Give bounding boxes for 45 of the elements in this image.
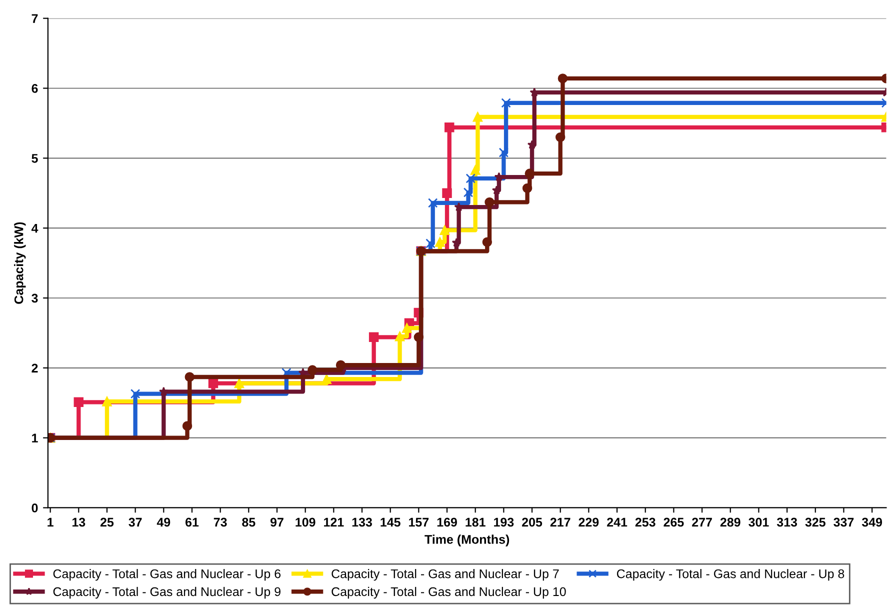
y-tick-label: 3 — [32, 294, 38, 303]
x-tick-label: 13 — [72, 518, 86, 527]
y-tick-label: 1 — [32, 434, 38, 442]
x-tick-label: 313 — [776, 518, 798, 527]
x-tick-label: 301 — [748, 518, 769, 527]
x-tick-label: 121 — [324, 518, 344, 527]
x-tick-label: 145 — [380, 518, 400, 527]
legend-label: Capacity - Total - Gas and Nuclear - Up 10 — [332, 586, 566, 599]
legend-label: Capacity - Total - Gas and Nuclear - Up 9 — [53, 586, 280, 599]
y-tick-label: 5 — [32, 154, 38, 163]
y-tick-label: 7 — [32, 14, 38, 23]
y-axis-title: Capacity (kW) — [14, 222, 26, 304]
x-tick-label: 325 — [805, 518, 826, 527]
x-tick-label: 289 — [720, 518, 740, 527]
x-tick-label: 205 — [522, 518, 542, 527]
x-tick-label: 253 — [635, 518, 656, 527]
x-tick-label: 241 — [607, 518, 628, 527]
x-axis-title: Time (Months) — [424, 534, 510, 546]
x-tick-label: 157 — [409, 518, 429, 527]
x-tick-label: 349 — [862, 518, 882, 527]
legend-label: Capacity - Total - Gas and Nuclear - Up 6 — [53, 569, 281, 581]
x-tick-label: 277 — [692, 518, 712, 527]
legend-label: Capacity - Total - Gas and Nuclear - Up 7 — [332, 569, 559, 581]
x-tick-label: 1 — [48, 518, 54, 527]
y-tick-label: 4 — [31, 224, 38, 233]
legend-label: Capacity - Total - Gas and Nuclear - Up 8 — [616, 569, 844, 581]
y-tick-label: 0 — [32, 504, 38, 512]
x-tick-label: 85 — [242, 518, 256, 527]
x-tick-label: 169 — [437, 518, 457, 527]
y-tick-label: 6 — [32, 84, 38, 93]
x-tick-label: 25 — [100, 518, 114, 527]
x-tick-label: 133 — [352, 518, 372, 527]
x-tick-label: 73 — [214, 518, 227, 527]
x-tick-label: 49 — [156, 518, 170, 527]
x-tick-label: 61 — [186, 518, 199, 527]
x-tick-label: 265 — [664, 518, 684, 527]
x-tick-label: 97 — [270, 518, 284, 527]
x-tick-label: 217 — [550, 518, 570, 527]
x-tick-label: 229 — [578, 518, 599, 527]
x-tick-label: 193 — [494, 518, 514, 527]
x-tick-label: 337 — [834, 518, 854, 527]
x-tick-label: 37 — [128, 518, 142, 527]
y-tick-label: 2 — [32, 364, 38, 372]
x-tick-label: 181 — [466, 518, 486, 527]
x-tick-label: 109 — [296, 518, 316, 527]
